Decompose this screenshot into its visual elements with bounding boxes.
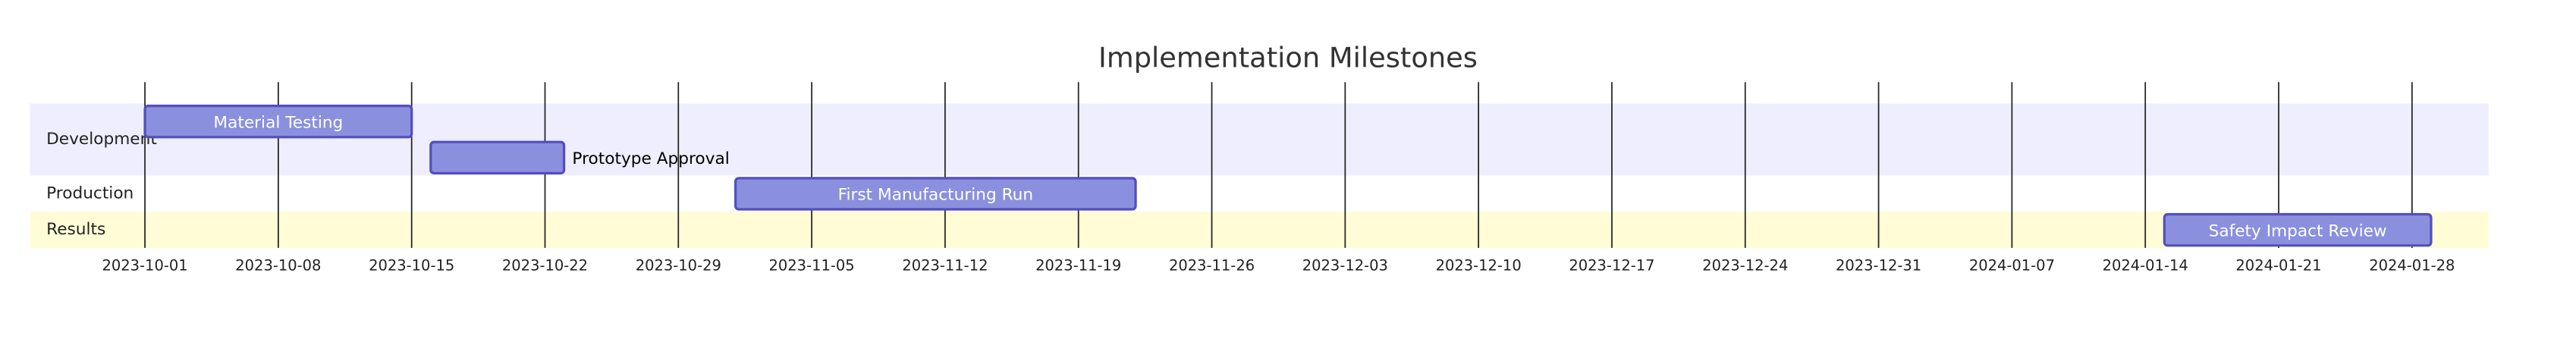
task-bar (2163, 212, 2433, 247)
task-label: Prototype Approval (572, 149, 729, 168)
x-tick-label: 2023-11-05 (769, 256, 855, 274)
x-tick-label: 2024-01-14 (2103, 256, 2188, 274)
task-label: First Manufacturing Run (838, 186, 1034, 205)
task-bar (734, 177, 1137, 211)
section-label: Results (46, 220, 105, 239)
x-tick-label: 2023-12-17 (1569, 256, 1654, 274)
x-tick-label: 2024-01-07 (1969, 256, 2055, 274)
x-tick-label: 2023-10-15 (369, 256, 454, 274)
x-tick-label: 2024-01-28 (2369, 256, 2455, 274)
x-tick-label: 2023-10-22 (502, 256, 588, 274)
task-label: Material Testing (213, 113, 343, 132)
x-tick-label: 2023-12-31 (1836, 256, 1921, 274)
x-tick-label: 2023-11-26 (1169, 256, 1255, 274)
task-label: Safety Impact Review (2209, 221, 2387, 240)
task-bar (429, 140, 566, 175)
x-tick-label: 2023-10-29 (636, 256, 721, 274)
chart-title: Implementation Milestones (1098, 41, 1478, 74)
x-tick-label: 2024-01-21 (2235, 256, 2321, 274)
bars: Material Testing Prototype Approval First … (143, 105, 2433, 247)
x-tick-label: 2023-12-24 (1702, 256, 1788, 274)
grid: 2023-10-01 2023-10-08 2023-10-15 2023-10-22… (102, 82, 2455, 274)
x-tick-label: 2023-12-10 (1436, 256, 1522, 274)
x-tick-label: 2023-10-01 (102, 256, 187, 274)
task-bar (143, 105, 413, 139)
x-tick-label: 2023-11-19 (1035, 256, 1121, 274)
section-label: Development (46, 130, 157, 149)
x-tick-label: 2023-10-08 (235, 256, 321, 274)
section-band (30, 212, 2489, 248)
section-band (30, 175, 2489, 212)
x-tick-label: 2023-11-12 (902, 256, 988, 274)
section-label: Production (46, 184, 134, 203)
x-tick-label: 2023-12-03 (1302, 256, 1388, 274)
